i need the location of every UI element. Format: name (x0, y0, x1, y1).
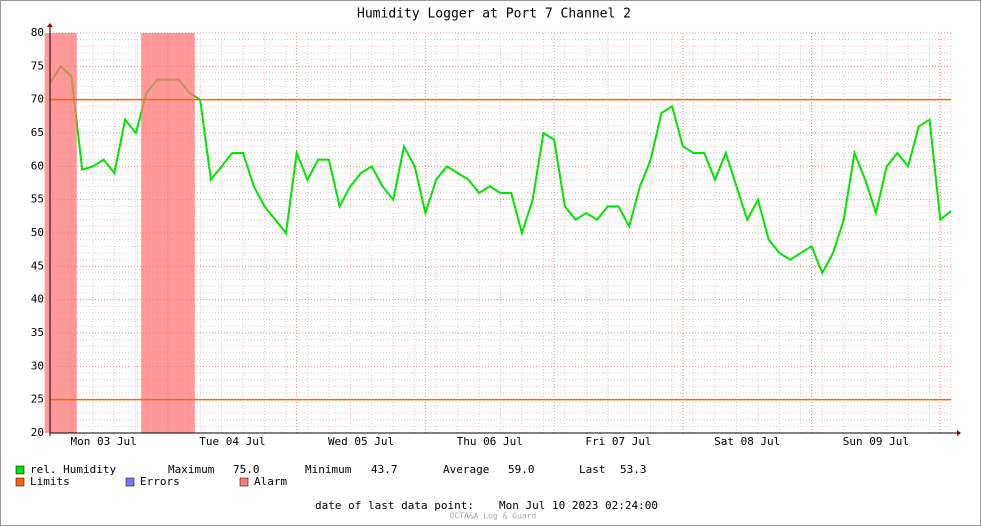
y-tick-label: 70 (31, 93, 44, 106)
stat-name: Last (579, 463, 606, 476)
y-tick-label: 65 (31, 126, 44, 139)
alarm-band (55, 33, 67, 433)
stat-name: Minimum (305, 463, 352, 476)
alarm-band (173, 33, 185, 433)
stat-name: Maximum (168, 463, 215, 476)
legend-label: rel. Humidity (30, 463, 116, 476)
stat-value: 53.3 (620, 463, 647, 476)
y-tick-label: 30 (31, 359, 44, 372)
x-tick-label: Mon 03 Jul (71, 435, 137, 448)
y-tick-label: 75 (31, 59, 44, 72)
stat-value: 75.0 (233, 463, 260, 476)
legend-label: Alarm (254, 475, 287, 488)
y-arrow (47, 23, 53, 27)
legend-swatch (125, 477, 135, 487)
y-tick-label: 55 (31, 193, 44, 206)
credit: OCTA&A Log & Guard (450, 512, 537, 521)
footer-date: Mon Jul 10 2023 02:24:00 (499, 499, 658, 512)
x-tick-label: Tue 04 Jul (199, 435, 265, 448)
alarm-band (184, 33, 195, 433)
chart-title: Humidity Logger at Port 7 Channel 2 (357, 7, 631, 22)
stat-name: Average (443, 463, 489, 476)
y-tick-label: 25 (31, 393, 44, 406)
x-arrow (957, 430, 961, 436)
legend-swatch (15, 477, 25, 487)
x-tick-label: Sat 08 Jul (714, 435, 780, 448)
stat-value: 59.0 (508, 463, 535, 476)
y-tick-label: 60 (31, 159, 44, 172)
legend-swatch (15, 465, 25, 475)
y-tick-label: 40 (31, 293, 44, 306)
y-tick-label: 20 (31, 426, 44, 439)
legend-label: Errors (140, 475, 180, 488)
y-tick-label: 45 (31, 259, 44, 272)
x-tick-label: Fri 07 Jul (585, 435, 651, 448)
footer-caption: date of last data point: (315, 499, 474, 512)
alarm-band (66, 33, 77, 433)
legend-swatch (239, 477, 249, 487)
x-tick-label: Thu 06 Jul (457, 435, 523, 448)
y-tick-label: 35 (31, 326, 44, 339)
alarm-band (141, 33, 152, 433)
y-tick-label: 50 (31, 226, 44, 239)
x-tick-label: Wed 05 Jul (328, 435, 394, 448)
y-tick-label: 80 (31, 26, 44, 39)
stat-value: 43.7 (371, 463, 398, 476)
legend-label: Limits (30, 475, 70, 488)
x-tick-label: Sun 09 Jul (843, 435, 909, 448)
alarm-band (162, 33, 174, 433)
alarm-band (151, 33, 163, 433)
